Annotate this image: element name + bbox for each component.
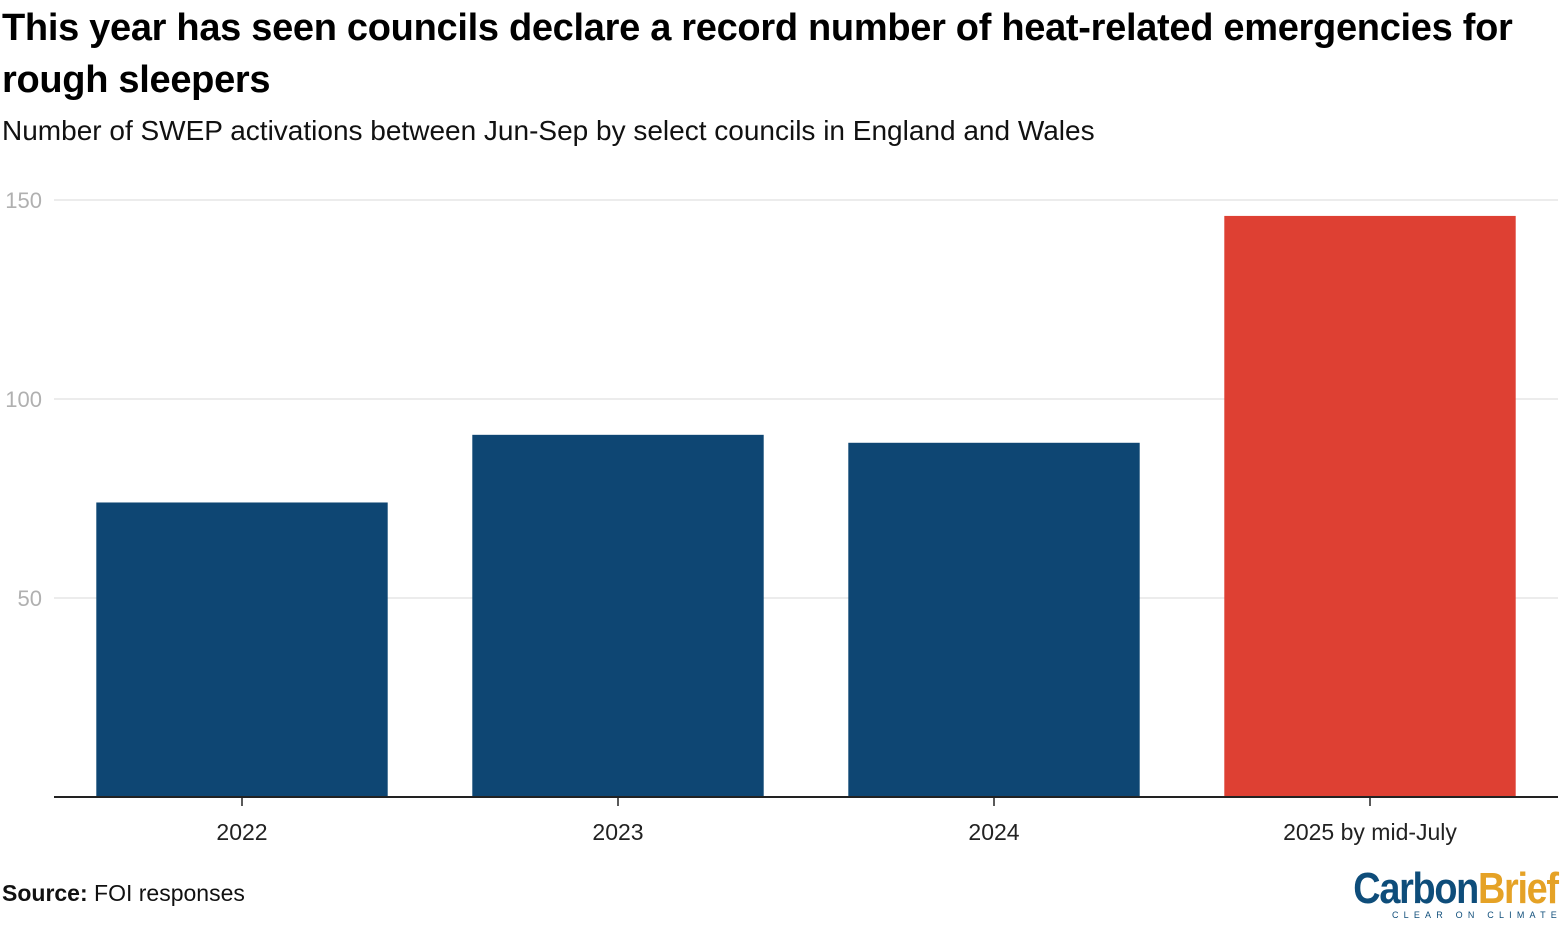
logo-tagline: CLEAR ON CLIMATE — [1391, 910, 1560, 920]
source-label: Source: — [2, 880, 88, 906]
logo-wordmark: CarbonBrief — [1353, 864, 1560, 913]
chart-subtitle: Number of SWEP activations between Jun-S… — [2, 115, 1095, 146]
y-tick-label: 50 — [18, 586, 42, 611]
y-tick-label: 100 — [5, 387, 42, 412]
logo-brief-text: Brief — [1478, 864, 1559, 913]
carbonbrief-logo: CarbonBrief CLEAR ON CLIMATE — [1320, 864, 1560, 921]
bar-2023 — [472, 434, 764, 797]
y-tick-label: 150 — [5, 188, 42, 213]
bar-chart: 50 100 150 2022 2023 2024 2025 by mid-July — [5, 188, 1558, 845]
chart-title: This year has seen councils declare a re… — [2, 7, 1513, 101]
bar-2024 — [848, 442, 1140, 797]
logo-carbon-text: Carbon — [1353, 864, 1480, 913]
bars — [96, 215, 1516, 798]
x-tick-label: 2023 — [592, 819, 643, 845]
x-axis: 2022 2023 2024 2025 by mid-July — [54, 796, 1558, 845]
source-note: Source: FOI responses — [2, 878, 245, 908]
x-tick-label: 2022 — [216, 819, 267, 845]
source-text: FOI responses — [94, 880, 245, 906]
x-tick-label: 2025 by mid-July — [1283, 819, 1457, 845]
bar-2025-by-mid-july — [1224, 215, 1516, 798]
bar-2022 — [96, 502, 388, 797]
x-tick-label: 2024 — [968, 819, 1019, 845]
